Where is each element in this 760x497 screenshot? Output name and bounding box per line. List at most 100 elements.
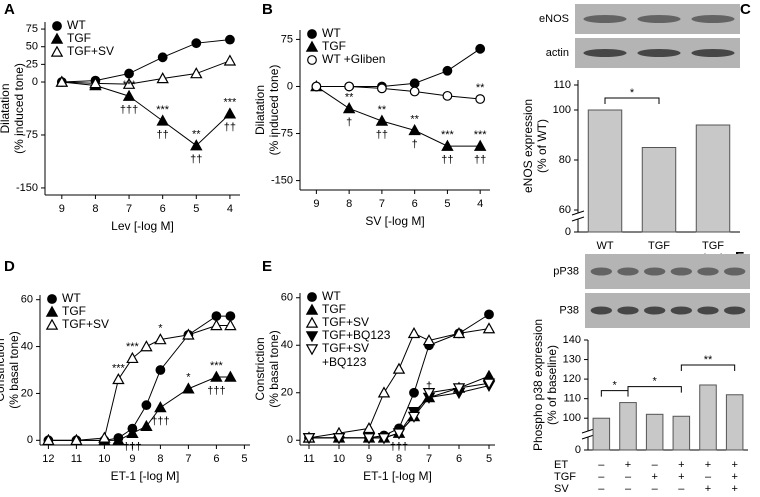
marker [484,309,494,320]
x-tick-label: 8 [396,453,402,465]
legend-label: TGF [322,39,346,53]
legend-label: TGF [67,31,91,45]
blot-band [724,267,746,276]
x-tick-label: 5 [241,453,247,465]
legend-label: WT +Gliben [322,52,385,66]
y-tick-label: -75 [277,127,293,139]
marker [332,433,346,445]
blot-label: pP38 [553,265,579,277]
marker [377,433,391,445]
annotation: ††† [390,441,408,453]
y-axis-label: Dilatation(% induced tone) [0,63,26,154]
annotation: *** [123,79,137,91]
x-tick-label: 6 [160,203,166,215]
marker [89,76,102,89]
marker [156,114,169,126]
treatment-label: ET [554,459,568,471]
y-axis-label: Constriction(% basal tone) [253,330,281,407]
marker [475,94,486,104]
marker [126,426,139,439]
x-tick-label: 8 [346,198,352,210]
marker [375,114,389,126]
marker [307,292,317,302]
treatment-sign: – [652,459,659,471]
marker [42,433,55,446]
axis-break [581,434,595,440]
series-line [48,376,231,441]
marker [157,52,168,63]
panel-label: C [740,1,751,18]
treatment-sign: – [598,459,605,471]
marker [452,326,466,339]
marker [344,81,355,92]
annotation: † [346,116,352,128]
x-tick-label: 5 [193,203,199,215]
marker [50,45,64,57]
x-tick-label: 8 [92,203,98,215]
bar [672,415,691,451]
blot-label: P38 [559,304,579,316]
marker [407,411,421,423]
treatment-sign: + [625,459,631,471]
legend-label: WT [62,291,81,305]
legend-label: TGF [62,304,86,318]
bar [725,394,744,451]
blot-band [697,306,719,315]
y-tick-label: 100 [563,412,581,424]
y-tick-label: 40 [281,339,293,351]
x-tick-label: 7 [185,453,191,465]
x-tick-label: TGF [648,240,670,252]
y-tick-label: 20 [21,387,33,399]
marker [190,67,203,79]
y-tick-label: 100 [553,104,571,116]
marker [210,370,223,382]
blot-label: eNOS [539,13,569,25]
marker [307,55,317,65]
y-tick-label: 80 [559,154,571,166]
annotation: ** [704,354,713,366]
bracket [600,390,629,397]
y-tick-label: -150 [16,182,38,194]
x-tick-label: 6 [456,453,462,465]
marker [305,303,319,315]
bar [699,384,717,451]
x-tick-label: 7 [379,198,385,210]
treatment-sign: + [705,483,711,495]
y-axis-label: Constriction(% basal tone) [0,331,21,408]
y-tick-label: 75 [281,33,293,45]
marker [408,123,421,136]
annotation: †† [376,129,388,141]
annotation: †† [441,154,453,166]
y-tick-label: 0 [27,434,33,446]
marker [141,400,152,411]
x-tick-label: 7 [126,203,132,215]
x-tick-label: 7 [426,453,432,465]
legend-label: WT [67,18,86,32]
marker [70,433,83,446]
legend-label: TGF+SV +BQ123 [322,341,369,369]
x-axis-label: Lev [-log M] [111,219,174,233]
marker [155,365,166,375]
x-axis-label: ET-1 [-log M] [111,469,180,483]
marker [191,38,202,49]
x-tick-label: WT [596,240,613,252]
treatment-sign: – [625,471,632,483]
blot-band [637,15,681,23]
annotation: ††† [120,104,138,116]
bar [619,402,637,451]
x-tick-label: 11 [303,453,314,465]
marker [45,318,59,330]
x-tick-label: 10 [98,453,110,465]
x-tick-label: 9 [59,203,65,215]
marker [122,89,136,101]
y-tick-label: 110 [563,393,581,405]
marker [422,387,436,400]
y-tick-label: 0 [575,444,581,456]
treatment-sign: + [678,471,684,483]
y-tick-label: -75 [22,129,38,141]
x-tick-label: 10 [333,453,345,465]
treatment-sign: + [731,471,737,483]
series-line [61,39,230,83]
y-tick-label: 120 [563,373,581,385]
